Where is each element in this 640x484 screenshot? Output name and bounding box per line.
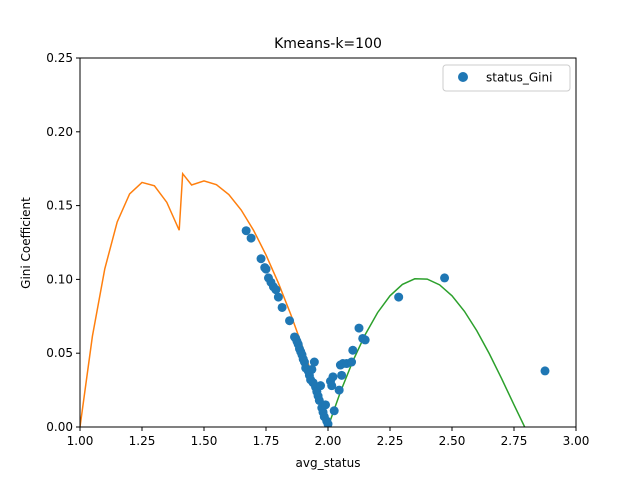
legend: status_Gini [442, 64, 571, 92]
data-point [327, 381, 337, 391]
fit-curve-curve_left [80, 171, 329, 427]
y-axis-ticks: 0.00 0.05 0.10 0.15 0.20 0.25 [46, 51, 80, 434]
x-tick-label: 3.00 [563, 434, 590, 448]
y-tick-label: 0.00 [46, 420, 73, 434]
data-point [360, 335, 370, 345]
data-point [348, 345, 358, 355]
data-point [285, 316, 295, 326]
legend-entry-status-gini: status_Gini [486, 71, 552, 85]
data-point [328, 372, 338, 382]
points-layer [241, 226, 550, 427]
data-point [246, 233, 256, 243]
x-tick-label: 1.50 [191, 434, 218, 448]
x-axis-ticks: 1.00 1.25 1.50 1.75 2.00 2.25 2.50 2.75 3.00 [67, 427, 590, 448]
x-tick-label: 1.00 [67, 434, 94, 448]
data-point [273, 292, 283, 302]
y-tick-label: 0.25 [46, 51, 73, 65]
data-point [309, 357, 319, 367]
plot-area [80, 58, 576, 427]
data-point [394, 292, 404, 302]
data-point [440, 273, 450, 283]
x-axis-label: avg_status [296, 456, 361, 470]
x-tick-label: 1.25 [129, 434, 156, 448]
data-point [314, 395, 324, 405]
x-tick-label: 2.75 [501, 434, 528, 448]
data-point [354, 323, 364, 333]
data-point [321, 400, 331, 410]
data-point [256, 254, 266, 264]
y-tick-label: 0.20 [46, 125, 73, 139]
legend-marker-icon [458, 72, 468, 82]
data-point [334, 385, 344, 395]
y-tick-label: 0.10 [46, 272, 73, 286]
data-point [316, 381, 326, 391]
data-point [323, 419, 333, 427]
legend-box [442, 64, 571, 92]
data-point [540, 366, 550, 376]
data-point [337, 370, 347, 380]
x-tick-label: 2.50 [439, 434, 466, 448]
data-point [261, 264, 271, 274]
data-point [241, 226, 251, 236]
fit-curve-curve_right [327, 278, 576, 427]
data-point [307, 364, 317, 374]
x-tick-label: 1.75 [253, 434, 280, 448]
y-tick-label: 0.05 [46, 346, 73, 360]
chart-title: Kmeans-k=100 [274, 36, 382, 52]
data-point [347, 357, 357, 367]
y-tick-label: 0.15 [46, 199, 73, 213]
curves-layer [80, 171, 576, 427]
x-tick-label: 2.00 [315, 434, 342, 448]
x-tick-label: 2.25 [377, 434, 404, 448]
data-point [329, 406, 339, 416]
data-point [277, 302, 287, 312]
y-axis-label: Gini Coefficient [19, 197, 33, 289]
data-point [271, 285, 281, 295]
